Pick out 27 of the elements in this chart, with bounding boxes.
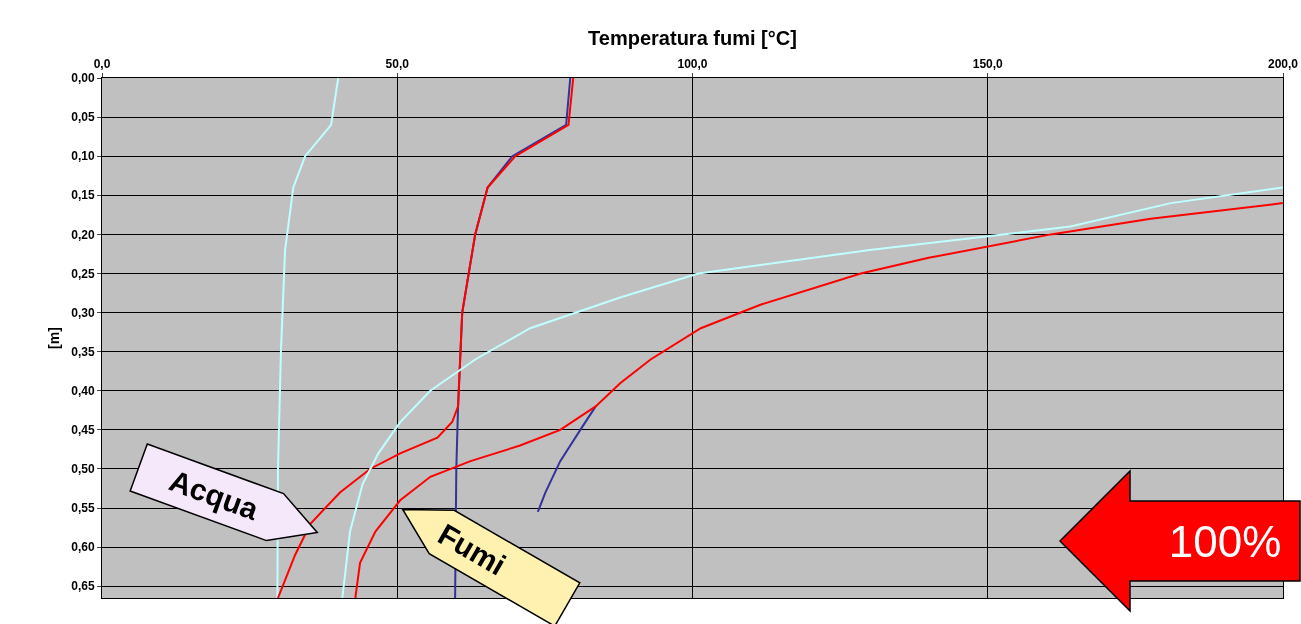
x-tick-label: 100,0 <box>677 57 708 72</box>
line-series <box>276 78 575 598</box>
x-axis-title: Temperatura fumi [°C] <box>588 26 797 49</box>
line-series <box>536 405 597 513</box>
y-tick-label: 0,60 <box>71 540 95 555</box>
annotation: 100% <box>1168 516 1282 566</box>
y-tick-label: 0,25 <box>71 266 95 281</box>
y-tick-label: 0,50 <box>71 462 95 477</box>
y-tick-label: 0,20 <box>71 227 95 242</box>
annotation: Fumi <box>432 517 512 582</box>
y-tick-label: 0,00 <box>71 71 95 86</box>
x-tick-label: 200,0 <box>1267 57 1299 72</box>
y-tick-label: 0,40 <box>71 383 95 398</box>
y-axis-title: [m] <box>45 327 62 349</box>
annotation: Acqua <box>165 463 263 527</box>
y-tick-label: 0,30 <box>71 305 95 320</box>
y-tick-label: 0,45 <box>71 423 95 438</box>
x-tick-label: 0,0 <box>93 57 111 72</box>
y-tick-label: 0,55 <box>71 501 95 516</box>
y-tick-label: 0,10 <box>71 149 95 164</box>
x-tick-label: 50,0 <box>385 57 410 72</box>
y-tick-label: 0,65 <box>71 579 95 594</box>
y-tick-label: 0,05 <box>71 110 95 125</box>
y-tick-label: 0,35 <box>71 344 95 359</box>
y-tick-label: 0,15 <box>71 188 95 203</box>
x-tick-label: 150,0 <box>972 57 1004 72</box>
line-series <box>276 78 340 598</box>
